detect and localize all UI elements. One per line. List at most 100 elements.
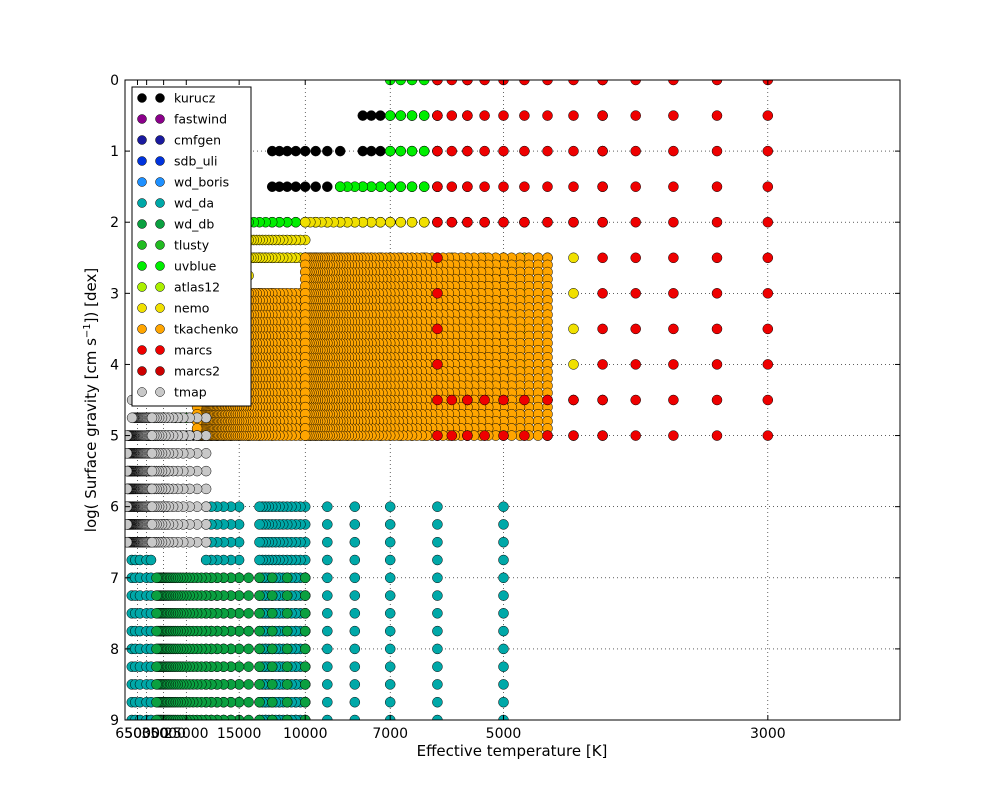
point-marcs [568,181,579,192]
point-wd_da [384,519,396,530]
point-wd_db [151,643,162,655]
point-marcs [630,288,641,299]
point-wd_da [322,572,333,584]
point-wd_db [151,714,162,720]
point-wd_db [151,572,162,584]
point-marcs [762,252,774,264]
x-tick-label: 25000 [164,726,209,742]
point-marcs [630,430,641,441]
point-wd_db [266,608,278,619]
legend-marker [137,366,147,376]
point-wd_da [322,590,333,601]
point-wd_db [281,661,293,672]
point-marcs [542,145,553,157]
point-tmap [125,519,133,530]
point-marcs [519,110,530,121]
point-tmap [200,501,212,512]
point-marcs [711,394,723,406]
point-wd_db [281,679,293,690]
point-marcs [711,323,723,335]
point-wd_db [254,696,265,708]
point-marcs [597,430,608,441]
point-wd_da [498,661,509,672]
legend-marker [155,93,165,103]
point-marcs [711,359,723,370]
point-wd_da [498,696,509,708]
point-marcs [446,145,458,157]
point-wd_da [349,501,361,512]
point-wd_db [266,696,278,708]
point-marcs [668,394,679,406]
point-marcs [630,181,641,192]
point-wd_da [432,679,443,690]
point-wd_da [322,643,333,655]
point-wd_db [299,590,311,601]
point-wd_da [254,501,265,512]
point-marcs [762,394,774,406]
point-tmap [146,448,158,459]
point-marcs [519,394,530,406]
point-wd_da [322,519,333,530]
x-axis-label: Effective temperature [K] [417,742,608,760]
point-wd_da [384,608,396,619]
point-wd_db [243,625,254,637]
point-uvblue [395,80,406,86]
point-marcs [568,110,579,121]
y-tick-label: 8 [110,642,119,658]
point-wd_da [384,572,396,584]
point-wd_da [322,554,333,566]
point-uvblue [418,110,430,121]
point-wd_da [498,554,509,566]
point-marcs [597,181,608,192]
point-wd_da [254,536,265,548]
point-wd_da [349,536,361,548]
point-wd_da [498,608,509,619]
legend-marker [155,114,165,124]
point-nemo [568,359,579,370]
point-wd_da [322,608,333,619]
point-wd_da [349,661,361,672]
point-tmap [146,501,158,512]
point-marcs [668,145,679,157]
point-marcs [542,110,553,121]
point-wd_db [266,590,278,601]
point-uvblue [418,80,430,86]
point-wd_da [384,679,396,690]
legend-label: wd_da [174,196,214,211]
point-marcs [668,110,679,121]
point-tmap [200,412,212,424]
point-kurucz [357,110,369,121]
legend-label: wd_db [174,217,214,232]
point-marcs [432,181,443,192]
point-tmap [125,465,133,477]
point-marcs [446,394,458,406]
point-marcs [762,216,774,228]
point-marcs [711,430,723,441]
legend-marker [137,93,147,103]
legend-label: tmap [174,385,207,400]
point-marcs [711,216,723,228]
point-wd_da [432,608,443,619]
point-marcs [432,252,443,264]
point-tmap [146,483,158,495]
point-tmap [200,465,212,477]
point-tmap [125,448,133,459]
point-wd_db [299,572,311,584]
point-wd_da [349,679,361,690]
point-wd_db [243,572,254,584]
point-marcs [432,216,443,228]
point-marcs [479,145,490,157]
legend-marker [155,261,165,271]
point-wd_db [243,608,254,619]
point-wd_da [498,679,509,690]
legend-label: kurucz [174,91,216,106]
point-marcs [498,216,509,228]
legend-marker [155,156,165,166]
point-marcs [762,145,774,157]
point-kurucz [266,181,278,192]
point-marcs [432,323,443,335]
point-kurucz [375,145,386,157]
legend-marker [137,114,147,124]
point-marcs [446,110,458,121]
point-marcs [630,145,641,157]
